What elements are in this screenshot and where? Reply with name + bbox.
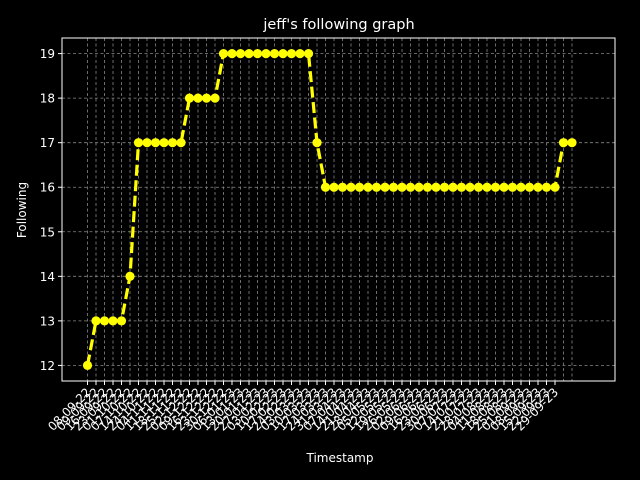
horizontal-gridlines <box>62 53 615 366</box>
data-point <box>473 182 484 192</box>
series-markers <box>82 48 577 371</box>
data-point <box>431 182 441 192</box>
y-tick-label: 12 <box>40 359 55 373</box>
data-point <box>499 182 509 192</box>
data-point <box>456 182 467 192</box>
data-point <box>91 316 101 326</box>
data-point <box>303 48 314 59</box>
x-axis-ticks: 08-09-2209-09-2216-09-2223-09-2201-10-22… <box>45 381 561 434</box>
data-point <box>422 182 433 192</box>
data-point <box>558 138 569 148</box>
data-point <box>465 182 475 192</box>
data-point <box>354 182 365 192</box>
data-point <box>116 316 127 326</box>
data-point <box>235 48 246 59</box>
data-point <box>507 182 518 192</box>
data-point <box>405 182 416 192</box>
y-tick-label: 16 <box>40 181 55 195</box>
data-point <box>269 48 280 59</box>
y-axis-ticks: 12 13 14 15 16 17 18 19 <box>40 47 62 373</box>
data-point <box>524 182 535 192</box>
data-point <box>363 182 373 192</box>
data-point <box>210 93 220 103</box>
vertical-gridlines <box>87 38 573 381</box>
y-tick-label: 14 <box>40 270 55 284</box>
data-point <box>159 138 169 148</box>
data-point <box>346 182 356 192</box>
data-point <box>286 48 297 59</box>
data-point <box>261 48 271 59</box>
plot-frame <box>61 37 616 382</box>
data-point <box>516 182 526 192</box>
data-point <box>82 360 93 371</box>
data-point <box>227 48 237 59</box>
data-point <box>320 182 331 192</box>
y-tick-label: 19 <box>40 47 55 61</box>
data-point <box>414 182 424 192</box>
data-point <box>312 138 322 148</box>
data-point <box>371 182 382 192</box>
data-point <box>193 93 203 103</box>
data-point <box>541 182 552 192</box>
data-point <box>482 182 492 192</box>
data-point <box>133 138 144 148</box>
data-point <box>184 93 195 103</box>
data-point <box>329 182 339 192</box>
data-point <box>337 182 348 192</box>
y-tick-label: 17 <box>40 136 55 150</box>
data-point <box>167 138 178 148</box>
data-point <box>99 316 110 326</box>
data-point <box>388 182 399 192</box>
series-line <box>85 51 572 366</box>
data-point <box>533 182 543 192</box>
data-point <box>201 93 212 103</box>
data-point <box>567 138 577 148</box>
data-point <box>550 182 560 192</box>
data-point <box>278 48 288 59</box>
data-point <box>150 138 161 148</box>
data-point <box>125 271 135 281</box>
data-point <box>397 182 407 192</box>
data-point <box>252 48 263 59</box>
x-axis-label: Timestamp <box>306 451 374 465</box>
data-point <box>380 182 390 192</box>
y-tick-label: 18 <box>40 92 55 106</box>
chart-title: jeff's following graph <box>262 17 414 33</box>
data-point <box>142 138 152 148</box>
data-point <box>448 182 458 192</box>
data-point <box>439 182 450 192</box>
data-point <box>295 48 305 59</box>
data-point <box>176 138 186 148</box>
data-point <box>218 48 229 59</box>
y-tick-label: 15 <box>40 225 55 239</box>
data-point <box>108 316 118 326</box>
y-tick-label: 13 <box>40 314 55 328</box>
data-point <box>490 182 501 192</box>
data-point <box>244 48 254 59</box>
y-axis-label: Following <box>15 182 29 238</box>
